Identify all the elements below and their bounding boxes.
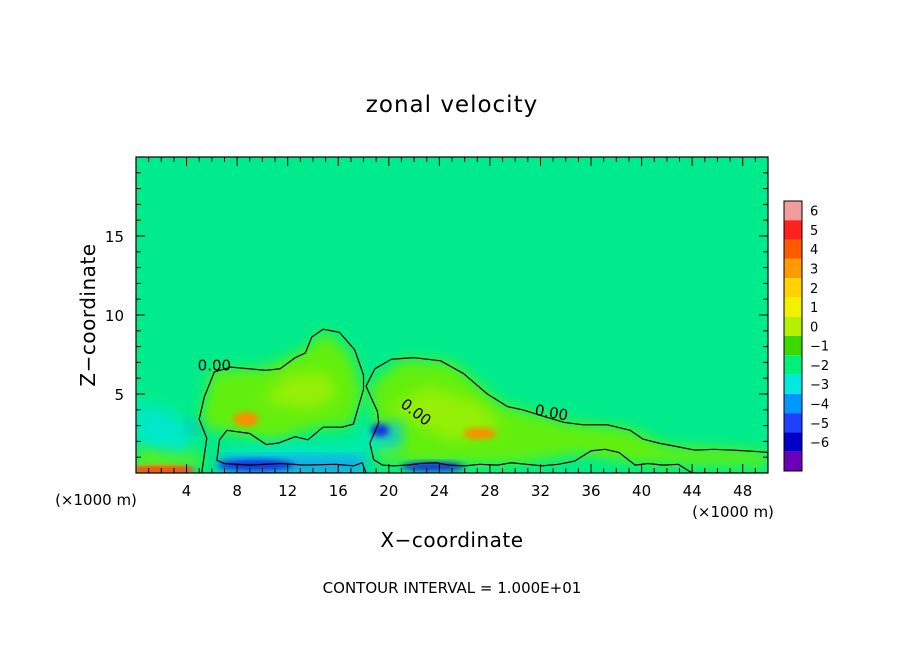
colorbar-swatch [784,297,802,317]
x-unit-label-right: (×1000 m) [692,503,774,521]
colorbar-label: 3 [810,263,818,278]
contour-label: 0.00 [198,356,231,374]
contour-interval-note: CONTOUR INTERVAL = 1.000E+01 [323,579,582,597]
x-tick-label: 44 [683,482,702,500]
colorbar-label: 6 [810,205,818,220]
velocity-extreme [371,424,389,437]
x-tick-label: 28 [480,482,499,500]
zero-contour-line [198,328,367,473]
velocity-extreme [463,427,497,440]
colorbar-label: −4 [810,398,829,413]
colorbar-swatch [784,451,802,471]
colorbar-label: −5 [810,417,829,432]
x-tick-label: 48 [733,482,752,500]
velocity-region [186,419,203,432]
colorbar-swatch [784,316,802,336]
colorbar-label: 5 [810,224,818,239]
x-tick-label: 32 [531,482,550,500]
colorbar-swatch [784,278,802,298]
velocity-region [369,359,768,467]
colorbar-label: 2 [810,282,818,297]
x-tick-label: 24 [430,482,449,500]
velocity-region [136,403,193,455]
x-unit-label-left: (×1000 m) [55,491,137,509]
colorbar-swatch [784,201,802,221]
x-tick-label: 40 [632,482,651,500]
colorbar-label: 0 [810,320,818,335]
colorbar-label: −1 [810,340,829,355]
x-tick-label: 12 [278,482,297,500]
chart-title: zonal velocity [366,92,538,118]
colorbar-label: −3 [810,378,829,393]
x-tick-label: 20 [379,482,398,500]
colorbar-swatch [784,355,802,375]
velocity-region [388,386,503,442]
colorbar-label: 1 [810,301,818,316]
colorbar-swatch [784,258,802,279]
y-axis-label: Z−coordinate [76,243,100,386]
y-tick-label: 5 [114,386,124,404]
velocity-extreme [233,412,259,427]
surface-positive-band [136,467,193,473]
y-tick-label: 10 [105,307,124,325]
colorbar: 6 5 4 3 2 1 0 −1 −2 −3 −4 −5 −6 [783,200,829,472]
colorbar-swatch [784,432,802,452]
colorbar-swatch [784,393,802,414]
x-tick-label: 8 [232,482,242,500]
velocity-region [262,371,339,410]
colorbar-swatch [784,374,802,394]
zero-contour-line [365,357,768,473]
x-tick-label: 4 [182,482,192,500]
colorbar-label: 4 [810,243,818,258]
x-axis-label: X−coordinate [380,528,523,552]
colorbar-label: −2 [810,359,829,374]
colorbar-label: −6 [810,436,829,451]
velocity-region [376,422,402,442]
colorbar-swatch [784,413,802,433]
colorbar-swatch [784,220,802,240]
x-tick-label: 16 [329,482,348,500]
y-tick-label: 15 [105,228,124,246]
colorbar-swatch [784,239,802,259]
colorbar-swatch [784,336,802,356]
contour-label: 0.00 [533,401,569,425]
colorbar-frame [783,200,803,472]
plot-area: 0.000.00 0.00 4 8 12 16 20 24 28 32 36 40 44 48 5101… [105,156,769,500]
x-tick-label: 36 [581,482,600,500]
